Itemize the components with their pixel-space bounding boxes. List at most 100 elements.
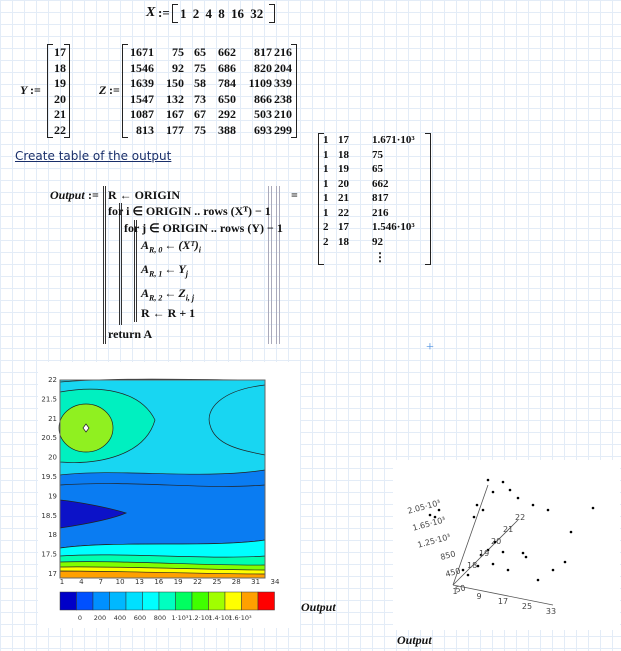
y-tick-label: 18 <box>467 561 477 570</box>
result-value: 1.671·10³ <box>372 134 415 146</box>
z-value: 693 <box>254 122 272 137</box>
x-tick-label: 28 <box>232 578 241 586</box>
x-tick-label: 25 <box>522 602 532 611</box>
z-value: 75 <box>194 122 206 137</box>
program-line: return A <box>108 327 153 341</box>
target-sub: R, 1 <box>149 269 163 279</box>
x-tick-label: 19 <box>174 578 183 586</box>
colorbar-cell <box>224 591 242 611</box>
contour-label: Output <box>301 600 336 614</box>
bracket <box>122 44 128 138</box>
z-value: 75 <box>194 60 206 75</box>
z-value: 1547 <box>130 91 154 106</box>
target: A <box>141 286 150 300</box>
colorbar-label: 1.2·10³ <box>188 614 212 622</box>
x-tick-label: 31 <box>251 578 260 586</box>
bracket <box>425 133 431 265</box>
z-value: 67 <box>194 107 206 121</box>
result-value: 20 <box>338 177 349 190</box>
colorbar-label: 200 <box>94 614 106 622</box>
bracket <box>64 44 70 138</box>
y-value: 21 <box>54 107 66 121</box>
result-value: 1 <box>323 206 329 219</box>
x-values: 1 2 4 8 16 32 <box>180 6 263 22</box>
y-tick-label: 17.5 <box>41 551 57 559</box>
x-tick-label: 17 <box>498 597 508 606</box>
z-value: 662 <box>218 45 236 59</box>
expr-sub: i <box>198 245 201 255</box>
colorbar-label: 1.6·10³ <box>228 614 252 622</box>
z-value: 686 <box>218 60 236 75</box>
y-tick-label: 18 <box>48 531 57 539</box>
result-value: 817 <box>372 192 389 204</box>
z-value: 204 <box>274 60 292 75</box>
result-value: 18 <box>338 148 349 161</box>
z-value: 1671 <box>130 45 154 59</box>
program-bar <box>134 220 137 322</box>
target-sub: R, 0 <box>149 245 163 255</box>
result-value: 2 <box>323 221 329 233</box>
colorbar-label: 1·10³ <box>171 614 188 622</box>
x-value: 8 <box>218 6 225 21</box>
program-bar <box>276 186 280 344</box>
result-value: 22 <box>338 206 349 219</box>
colorbar-cell <box>125 591 143 611</box>
z-value: 238 <box>274 91 292 106</box>
result-value: 1 <box>323 163 329 175</box>
colorbar-cell <box>241 591 259 611</box>
program-line: for j ∈ ORIGIN .. rows (Y) − 1 <box>124 221 283 235</box>
result-value: 1.546·10³ <box>372 221 415 233</box>
program-operator: := <box>88 188 99 202</box>
y-tick-label: 18.5 <box>41 512 57 520</box>
result-value: 662 <box>372 177 389 190</box>
x-tick-label: 33 <box>546 607 556 616</box>
z-value: 210 <box>274 107 292 121</box>
result-value: 17 <box>338 221 349 233</box>
result-operator: = <box>291 188 298 202</box>
bracket <box>318 133 324 265</box>
x-value: 1 <box>180 6 187 21</box>
x-tick-label: 7 <box>98 578 102 586</box>
colorbar-cell <box>175 591 193 611</box>
y-tick-label: 19 <box>48 492 57 500</box>
x-tick-label: 10 <box>116 578 125 586</box>
colorbar-label: 1.4·10³ <box>208 614 232 622</box>
result-value: 1 <box>323 134 329 146</box>
y-tick-label: 22 <box>48 376 57 384</box>
result-value: 75 <box>372 148 383 161</box>
colorbar-cell <box>76 591 94 611</box>
program-line: R ← R + 1 <box>141 306 196 320</box>
z-value: 339 <box>274 76 292 90</box>
colorbar-cell <box>208 591 226 611</box>
z-value: 1087 <box>130 107 154 121</box>
y-tick-label: 21 <box>503 525 513 534</box>
y-tick-label: 17 <box>48 570 57 578</box>
result-value: 17 <box>338 134 349 146</box>
x-tick-label: 4 <box>79 578 84 586</box>
colorbar-label: 400 <box>114 614 126 622</box>
result-value: 65 <box>372 163 383 175</box>
y-tick-label: 20.5 <box>41 434 57 442</box>
target: A <box>141 262 150 276</box>
z-value: 92 <box>172 60 184 75</box>
contour-plot: 17 17.5 18 18.5 19 19.5 20 20.5 21 21.5 22 1 4 7 10 13 1… <box>38 362 300 628</box>
result-value: 18 <box>338 235 349 248</box>
colorbar-label: 0 <box>78 614 82 622</box>
program-line: AR, 2 ← Zi, j <box>141 286 194 302</box>
z-value: 167 <box>166 107 184 121</box>
result-value: 1 <box>323 148 329 161</box>
z-value: 177 <box>166 122 184 137</box>
y-tick-label: 21.5 <box>41 395 57 403</box>
target: A <box>141 238 150 252</box>
expr-sub: j <box>185 269 188 279</box>
x-value: 32 <box>250 6 264 21</box>
z-value: 784 <box>218 76 236 90</box>
z-value: 65 <box>194 45 206 59</box>
arrow: ← <box>164 286 177 300</box>
arrow: ← <box>164 238 177 252</box>
x-tick-label: 34 <box>271 578 280 586</box>
z-value: 58 <box>194 76 206 90</box>
heading: Create table of the output <box>15 149 172 163</box>
program-name: Output <box>50 188 85 202</box>
